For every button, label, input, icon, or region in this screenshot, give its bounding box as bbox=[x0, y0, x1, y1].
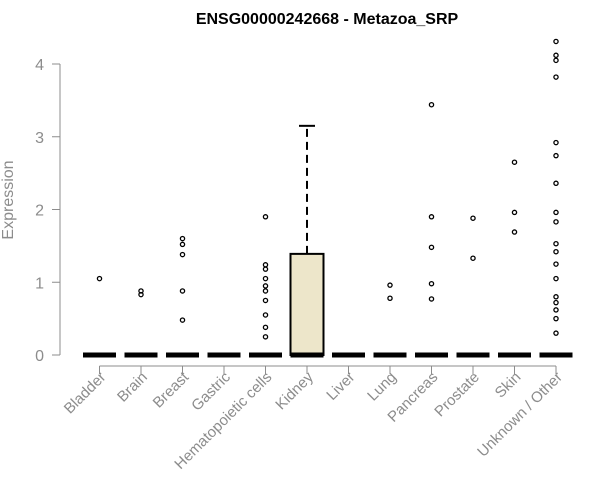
outlier-point-pancreas bbox=[428, 214, 435, 220]
x-tick-label-brain: Brain bbox=[114, 369, 151, 406]
box-brain bbox=[124, 288, 158, 358]
outlier-point-unknown-other bbox=[553, 57, 559, 64]
box-breast bbox=[166, 235, 199, 358]
outlier-point-unknown-other bbox=[553, 74, 559, 80]
x-tick-label-liver: Liver bbox=[323, 369, 358, 404]
outlier-point-skin bbox=[511, 229, 518, 235]
outlier-point-bladder bbox=[96, 275, 103, 282]
outlier-point-skin bbox=[511, 209, 518, 216]
boxes bbox=[83, 38, 573, 358]
outlier-point-unknown-other bbox=[553, 240, 559, 247]
outlier-point-hematopoietic-cells bbox=[262, 266, 269, 272]
outlier-point-hematopoietic-cells bbox=[262, 297, 269, 304]
outlier-point-breast bbox=[179, 317, 186, 323]
box-unknown-other bbox=[539, 38, 573, 358]
outlier-point-pancreas bbox=[428, 244, 435, 251]
outlier-point-brain bbox=[138, 288, 144, 294]
outlier-point-hematopoietic-cells bbox=[262, 288, 269, 294]
box-prostate bbox=[456, 215, 490, 358]
outlier-point-unknown-other bbox=[553, 38, 559, 45]
outlier-point-unknown-other bbox=[553, 52, 559, 59]
y-axis: 0 1 2 3 4 bbox=[35, 57, 61, 365]
box-lung bbox=[373, 282, 407, 358]
box-kidney bbox=[289, 124, 325, 358]
outlier-point-hematopoietic-cells bbox=[262, 214, 269, 220]
box-pancreas bbox=[415, 101, 448, 358]
box-hematopoietic-cells bbox=[249, 214, 282, 358]
outlier-point-unknown-other bbox=[553, 152, 559, 159]
y-tick-label: 0 bbox=[35, 348, 44, 365]
outlier-point-lung bbox=[387, 282, 393, 288]
outlier-point-pancreas bbox=[428, 296, 435, 302]
outlier-point-hematopoietic-cells bbox=[262, 324, 269, 331]
outlier-point-unknown-other bbox=[553, 248, 559, 255]
y-tick-label: 2 bbox=[35, 203, 44, 220]
box-bladder bbox=[83, 275, 116, 358]
outlier-point-breast bbox=[179, 235, 186, 242]
x-tick-label-kidney: Kidney bbox=[272, 368, 317, 413]
y-tick-label: 1 bbox=[35, 275, 44, 292]
outlier-point-hematopoietic-cells bbox=[262, 283, 269, 289]
outlier-point-skin bbox=[511, 159, 518, 165]
y-axis-label: Expression bbox=[0, 160, 17, 239]
outlier-point-lung bbox=[387, 295, 393, 302]
x-tick-label-prostate: Prostate bbox=[431, 369, 483, 421]
outlier-point-unknown-other bbox=[553, 180, 559, 187]
outlier-point-hematopoietic-cells bbox=[262, 312, 269, 318]
x-tick-label-breast: Breast bbox=[150, 368, 193, 411]
x-tick-label-lung: Lung bbox=[364, 369, 400, 405]
outlier-point-prostate bbox=[470, 215, 476, 221]
outlier-point-unknown-other bbox=[553, 219, 559, 225]
box-skin bbox=[498, 159, 531, 358]
outlier-point-unknown-other bbox=[553, 315, 559, 322]
outlier-point-breast bbox=[179, 241, 186, 248]
outlier-point-unknown-other bbox=[553, 275, 559, 282]
box-body-kidney bbox=[289, 252, 325, 356]
outlier-point-prostate bbox=[470, 255, 476, 261]
y-tick-label: 4 bbox=[35, 57, 44, 74]
outlier-point-unknown-other bbox=[553, 299, 559, 306]
outlier-point-hematopoietic-cells bbox=[262, 275, 269, 282]
outlier-point-unknown-other bbox=[553, 294, 559, 300]
outlier-point-breast bbox=[179, 288, 186, 294]
outlier-point-hematopoietic-cells bbox=[262, 262, 269, 268]
outlier-point-unknown-other bbox=[553, 209, 559, 216]
outlier-point-hematopoietic-cells bbox=[262, 334, 269, 340]
outlier-point-unknown-other bbox=[553, 307, 559, 313]
outlier-point-pancreas bbox=[428, 101, 435, 108]
chart-title: ENSG00000242668 - Metazoa_SRP bbox=[196, 11, 459, 28]
outlier-point-unknown-other bbox=[553, 261, 559, 267]
outlier-point-unknown-other bbox=[553, 330, 559, 336]
outlier-point-breast bbox=[179, 251, 186, 258]
x-tick-label-skin: Skin bbox=[492, 369, 525, 402]
x-tick-label-bladder: Bladder bbox=[61, 369, 110, 418]
outlier-point-pancreas bbox=[428, 280, 435, 287]
outlier-point-unknown-other bbox=[553, 139, 559, 146]
y-tick-label: 3 bbox=[35, 130, 44, 147]
